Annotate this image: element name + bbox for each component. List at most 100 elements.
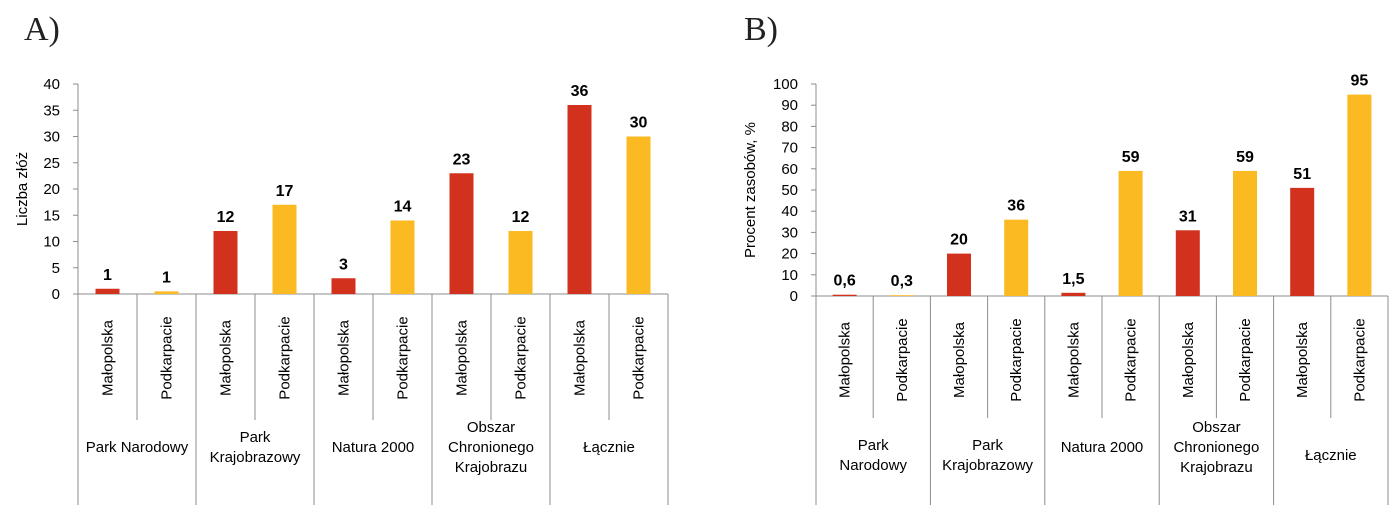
data-label: 1,5 [1062,271,1084,288]
data-label: 1 [103,267,112,284]
y-tick-label: 60 [781,161,798,178]
y-tick-label: 40 [43,76,60,93]
y-axis-label: Liczba złóż [14,152,31,226]
data-label: 23 [453,151,471,168]
region-tick-label: Małopolska [1180,321,1197,398]
region-tick-label: Małopolska [837,321,854,398]
chart-a: A) 0 5 10 15 20 25 30 35 40 Liczba złóż 1 Małopolska… [14,11,669,505]
bar-malopolska [449,173,474,294]
group-label: Natura 2000 [1061,439,1144,456]
region-tick-label: Małopolska [454,319,471,396]
y-tick-label: 0 [790,288,798,305]
y-tick-label: 90 [781,97,798,114]
bar-podkarpacie [626,136,651,294]
group-label: Narodowy [839,457,907,474]
bar-malopolska [95,288,120,294]
bar-podkarpacie [1118,170,1143,296]
y-tick-label: 25 [43,155,60,172]
group-label: Natura 2000 [332,439,415,456]
y-tick-label: 80 [781,118,798,135]
bar-podkarpacie [154,291,179,294]
region-tick-label: Małopolska [1294,321,1311,398]
y-tick-label: 15 [43,207,60,224]
region-tick-label: Podkarpacie [1237,318,1254,401]
region-tick-label: Małopolska [572,319,589,396]
y-tick-label: 50 [781,182,798,199]
group-label: Krajobrazu [1180,459,1253,476]
y-tick-label: 30 [781,224,798,241]
data-label: 20 [950,232,968,249]
data-label: 14 [394,199,412,216]
bar-malopolska [947,253,971,296]
data-label: 12 [512,209,530,226]
y-tick-label: 20 [43,181,60,198]
y-tick-label: 20 [781,246,798,263]
region-tick-label: Podkarpacie [1123,318,1140,401]
group-label: Krajobrazu [455,459,528,476]
region-tick-label: Podkarpacie [159,316,176,399]
bar-malopolska [567,105,592,294]
data-label: 1 [162,269,171,286]
bar-podkarpacie [889,295,914,296]
y-tick-label: 100 [773,76,798,93]
data-label: 12 [217,209,235,226]
data-label: 31 [1179,208,1197,225]
group-label: Obszar [1192,419,1240,436]
region-tick-label: Podkarpacie [894,318,911,401]
y-tick-label: 35 [43,102,60,119]
panel-label: A) [24,11,60,48]
bar-malopolska [832,294,857,296]
group-label: Łącznie [1305,447,1357,464]
y-axis-label: Procent zasobów, % [742,122,759,258]
region-tick-label: Podkarpacie [631,316,648,399]
group-label: Chronionego [1173,439,1259,456]
region-tick-label: Podkarpacie [1008,318,1025,401]
bar-podkarpacie [1347,94,1372,296]
y-tick-label: 40 [781,203,798,220]
data-label: 30 [630,115,648,132]
bar-malopolska [1061,292,1086,296]
group-label: Krajobrazowy [210,449,301,466]
y-tick-label: 30 [43,129,60,146]
bar-malopolska [331,278,356,294]
group-label: Park [240,429,271,446]
group-label: Obszar [467,419,515,436]
region-tick-label: Małopolska [951,321,968,398]
data-label: 3 [339,256,348,273]
y-tick-label: 70 [781,140,798,157]
bar-podkarpacie [508,231,533,294]
bar-podkarpacie [1233,170,1257,296]
region-tick-label: Podkarpacie [395,316,412,399]
y-tick-label: 10 [43,234,60,251]
y-tick-label: 10 [781,267,798,284]
region-tick-label: Podkarpacie [513,316,530,399]
data-label: 36 [1007,198,1025,215]
panel-label: B) [744,11,778,48]
region-tick-label: Podkarpacie [1351,318,1368,401]
bar-malopolska [1290,187,1315,296]
data-label: 95 [1351,73,1369,90]
data-label: 0,6 [833,273,855,290]
group-label: Chronionego [448,439,534,456]
data-label: 36 [571,83,589,100]
group-label: Krajobrazowy [942,457,1033,474]
bar-malopolska [213,231,238,294]
y-tick-label: 5 [52,260,60,277]
data-label: 51 [1293,166,1311,183]
region-tick-label: Małopolska [218,319,235,396]
region-tick-label: Podkarpacie [277,316,294,399]
chart-b: B) 0 10 20 30 40 50 60 70 80 90 100 Procent zasobów,… [742,11,1389,505]
bar-malopolska [1175,230,1200,296]
group-label: Park Narodowy [86,439,189,456]
y-tick-label: 0 [52,286,60,303]
bar-podkarpacie [272,204,297,294]
bar-podkarpacie [1004,219,1029,296]
data-label: 59 [1122,149,1140,166]
data-label: 0,3 [891,273,913,290]
group-label: Park [858,437,889,454]
data-label: 59 [1236,149,1254,166]
region-tick-label: Małopolska [336,319,353,396]
bar-podkarpacie [390,220,415,294]
group-label: Łącznie [583,439,635,456]
